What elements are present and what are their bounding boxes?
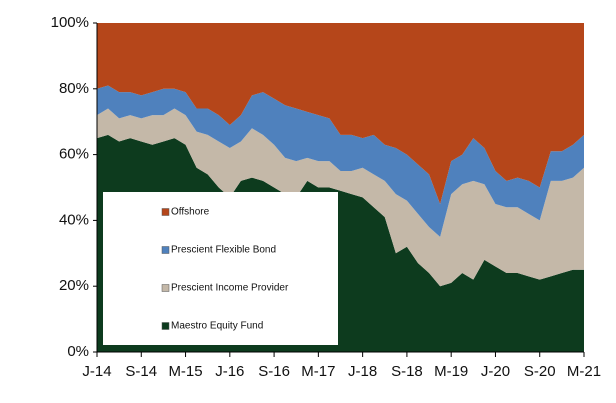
legend-label: Offshore xyxy=(171,207,210,218)
x-tick-label: S-16 xyxy=(258,363,290,380)
axes: 0% 20% 40% 60% 80% 100% J-14 S-14 M-15 J-16 S-16 M-… xyxy=(51,14,601,380)
x-tick-label: M-15 xyxy=(168,363,202,380)
x-tick-label: S-14 xyxy=(125,363,157,380)
legend-swatch xyxy=(161,284,170,292)
area xyxy=(97,23,584,204)
x-tick-label: M-19 xyxy=(434,363,468,380)
x-tick-label: S-20 xyxy=(524,363,556,380)
area xyxy=(97,108,584,287)
x-tick-label: J-20 xyxy=(481,363,510,380)
legend-label: Prescient Income Provider xyxy=(171,283,289,294)
x-tick-label: S-18 xyxy=(391,363,423,380)
legend: Offshore Prescient Flexible Bond Prescient… xyxy=(103,192,338,345)
x-tick-label: J-16 xyxy=(215,363,244,380)
legend-swatch xyxy=(161,322,170,330)
y-tick-label: 20% xyxy=(59,277,89,294)
x-tick-label: M-17 xyxy=(301,363,335,380)
legend-label: Prescient Flexible Bond xyxy=(171,245,276,256)
x-tick-label: J-18 xyxy=(348,363,377,380)
y-tick-label: 80% xyxy=(59,80,89,97)
legend-swatch xyxy=(161,246,170,254)
y-tick-label: 60% xyxy=(59,146,89,163)
legend-swatch xyxy=(161,208,170,216)
legend-label: Maestro Equity Fund xyxy=(171,321,263,332)
x-tick-label: J-14 xyxy=(82,363,111,380)
legend-box xyxy=(103,192,338,345)
area xyxy=(97,85,584,237)
y-tick-label: 100% xyxy=(51,14,89,31)
y-tick-label: 40% xyxy=(59,211,89,228)
x-tick-label: M-21 xyxy=(567,363,601,380)
y-tick-label: 0% xyxy=(67,343,89,360)
